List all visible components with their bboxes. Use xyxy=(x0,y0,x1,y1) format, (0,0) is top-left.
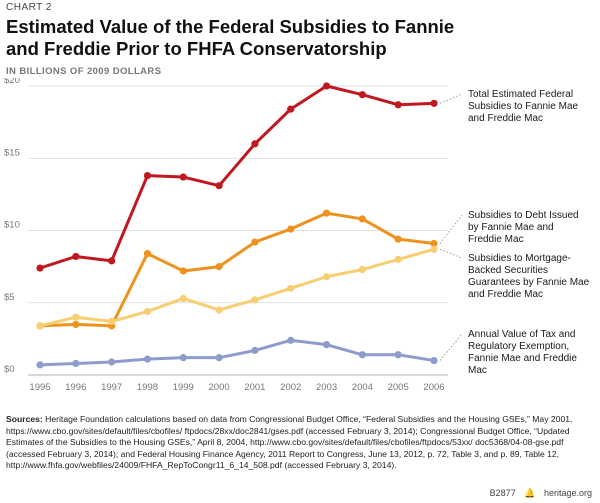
data-point xyxy=(143,355,152,363)
data-point xyxy=(358,215,366,223)
line-chart: $0 $5 $10 $15 $20 1995 1996 1997 1998 1999 2000 200… xyxy=(4,78,590,390)
x-tick-label: 2006 xyxy=(423,382,444,390)
data-point xyxy=(287,105,295,113)
data-point xyxy=(287,284,295,292)
legend-label: Mac xyxy=(468,365,487,376)
y-tick-label: $0 xyxy=(4,364,15,375)
site-link[interactable]: heritage.org xyxy=(543,488,592,498)
data-point xyxy=(72,320,80,329)
data-point xyxy=(36,361,44,369)
series-line-1 xyxy=(38,211,436,328)
data-point xyxy=(251,346,259,355)
data-point xyxy=(430,356,438,365)
data-point xyxy=(430,245,438,253)
legend-leader xyxy=(439,93,463,104)
data-point xyxy=(36,322,44,330)
series-line-2 xyxy=(38,247,436,328)
data-point xyxy=(179,294,187,303)
data-point xyxy=(251,296,259,304)
data-point xyxy=(179,173,187,181)
chart-title: Estimated Value of the Federal Subsidies… xyxy=(6,16,455,59)
x-tick-label: 2003 xyxy=(316,382,337,390)
legend-label: Total Estimated Federal xyxy=(468,89,573,100)
chart-code: B2877 xyxy=(489,488,516,498)
legend-label: by Fannie Mae and xyxy=(468,222,554,233)
data-point xyxy=(394,101,402,109)
data-point xyxy=(322,82,331,90)
data-point xyxy=(251,140,259,148)
source-note: Sources: Heritage Foundation calculation… xyxy=(6,414,594,472)
data-point xyxy=(322,209,331,217)
x-tick-label: 1995 xyxy=(29,382,50,390)
chart-units: IN BILLIONS OF 2009 DOLLARS xyxy=(6,66,162,77)
x-tick-label: 1998 xyxy=(137,382,158,390)
data-point xyxy=(72,313,80,321)
data-point xyxy=(72,252,80,261)
x-tick-label: 2005 xyxy=(388,382,409,390)
y-tick-label: $10 xyxy=(4,220,20,231)
data-point xyxy=(251,238,259,246)
data-point xyxy=(215,182,223,190)
data-point xyxy=(179,267,187,275)
data-point xyxy=(358,91,366,99)
legend-label: and Freddie Mac xyxy=(468,113,543,124)
x-tick-label: 1999 xyxy=(173,382,194,390)
legend-label: Annual Value of Tax and xyxy=(468,329,576,340)
data-point xyxy=(179,354,187,362)
data-point xyxy=(430,99,438,107)
data-point xyxy=(322,341,331,349)
x-tick-label: 1997 xyxy=(101,382,122,390)
x-tick-label: 1996 xyxy=(65,382,86,390)
legend-leader xyxy=(439,248,463,259)
data-point xyxy=(430,239,438,248)
x-tick-label: 2001 xyxy=(244,382,265,390)
legend-label: Subsidies to Debt Issued xyxy=(468,210,579,221)
data-point xyxy=(36,264,44,272)
series-line-0 xyxy=(38,84,436,270)
data-point xyxy=(108,317,116,326)
y-tick-label: $15 xyxy=(4,147,20,158)
data-point xyxy=(394,255,402,263)
legend-label: Subsidies to Mortgage- xyxy=(468,253,571,264)
data-point xyxy=(394,351,402,359)
data-point xyxy=(108,257,116,265)
liberty-bell-icon: 🔔 xyxy=(524,488,536,498)
x-tick-label: 2004 xyxy=(352,382,373,390)
data-point xyxy=(215,354,223,362)
legend-leader xyxy=(439,333,463,361)
data-point xyxy=(322,273,331,281)
data-point xyxy=(358,351,366,359)
legend-label: Freddie Mac xyxy=(468,234,524,245)
data-point xyxy=(215,263,223,271)
chart-number: CHART 2 xyxy=(6,2,52,13)
legend-label: Guarantees by Fannie Mae xyxy=(468,277,590,288)
legend-label: Fannie Mae and Freddie xyxy=(468,353,577,364)
footer: B2877 🔔 heritage.org xyxy=(484,488,592,499)
data-point xyxy=(72,359,80,368)
y-tick-label: $5 xyxy=(4,292,15,303)
source-text: Heritage Foundation calculations based o… xyxy=(6,414,573,471)
legend-label: Subsidies to Fannie Mae xyxy=(468,101,579,112)
legend-label: Backed Securities xyxy=(468,265,548,276)
source-label: Sources: xyxy=(6,414,43,424)
data-point xyxy=(143,307,152,316)
data-point xyxy=(143,171,152,180)
x-tick-label: 2000 xyxy=(209,382,230,390)
data-point xyxy=(394,235,402,243)
data-point xyxy=(358,265,366,274)
y-tick-label: $20 xyxy=(4,78,20,86)
series-line-3 xyxy=(38,338,436,367)
x-tick-label: 2002 xyxy=(280,382,301,390)
data-point xyxy=(215,306,223,314)
legend-label: and Freddie Mac xyxy=(468,289,543,300)
data-point xyxy=(143,250,152,258)
data-point xyxy=(287,336,295,344)
data-point xyxy=(108,358,116,366)
legend-leader xyxy=(439,214,463,244)
data-point xyxy=(287,225,295,233)
legend-label: Regulatory Exemption, xyxy=(468,341,569,352)
